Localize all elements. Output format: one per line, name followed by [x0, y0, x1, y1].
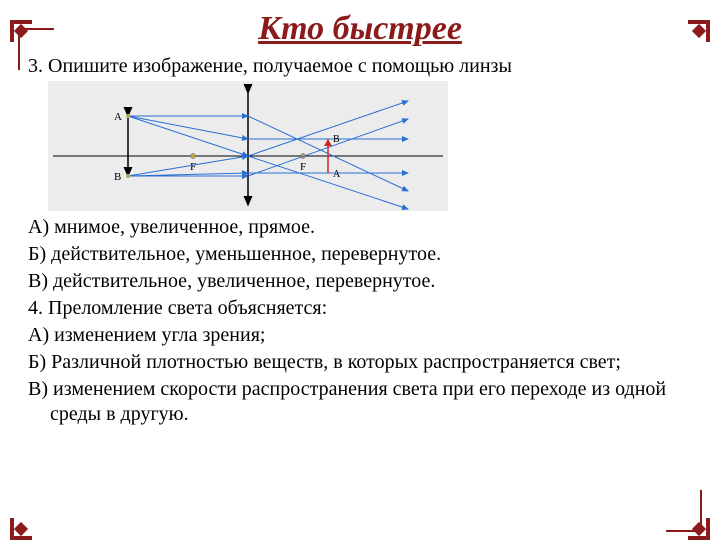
q4-option-c: В) изменением скорости распространения с… [28, 377, 692, 427]
content-area: 3. Опишите изображение, получаемое с пом… [0, 54, 720, 427]
bracket-top-left [18, 28, 54, 70]
q3-option-c: В) действительное, увеличенное, переверн… [28, 269, 692, 294]
svg-text:B: B [333, 134, 340, 145]
bracket-bottom-right [666, 490, 702, 532]
svg-text:F: F [300, 161, 306, 173]
svg-text:F: F [190, 161, 196, 173]
svg-text:A: A [114, 111, 122, 123]
slide: Кто быстрее 3. Опишите изображение, полу… [0, 10, 720, 540]
svg-text:A: A [333, 169, 341, 180]
svg-text:B: B [114, 171, 121, 183]
q4-option-a: А) изменением угла зрения; [28, 323, 692, 348]
ornament-top-right [680, 20, 710, 50]
q4-prompt: 4. Преломление света объясняется: [28, 296, 692, 321]
q3-option-a: А) мнимое, увеличенное, прямое. [28, 215, 692, 240]
q3-option-b: Б) действительное, уменьшенное, переверн… [28, 242, 692, 267]
q3-prompt: 3. Опишите изображение, получаемое с пом… [28, 54, 692, 79]
q4-option-b: Б) Различной плотностью веществ, в котор… [28, 350, 692, 375]
ornament-bottom-left [10, 510, 40, 540]
lens-diagram: F F A B B A [48, 81, 448, 211]
page-title: Кто быстрее [0, 10, 720, 48]
